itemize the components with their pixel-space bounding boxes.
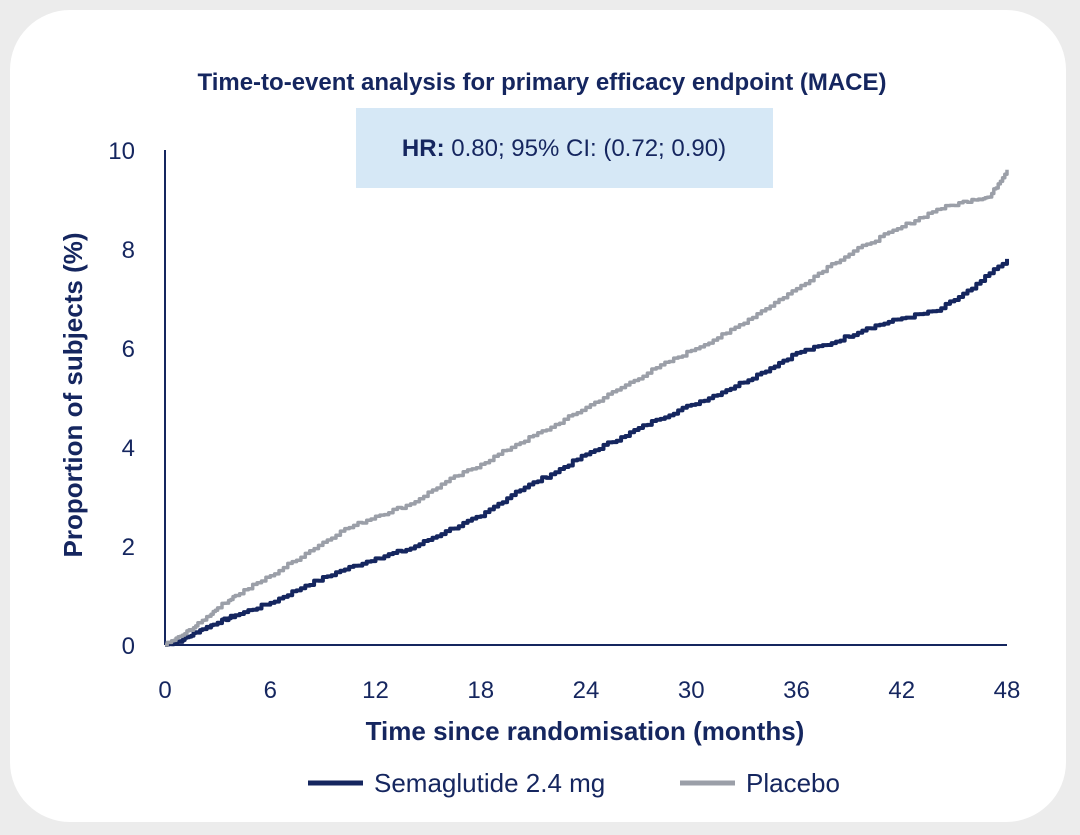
x-tick-label: 12 <box>362 677 389 704</box>
legend: Semaglutide 2.4 mg Placebo <box>308 768 840 798</box>
hr-annotation: HR: 0.80; 95% CI: (0.72; 0.90) <box>402 135 726 162</box>
x-tick-label: 30 <box>678 677 705 704</box>
y-tick-label: 10 <box>108 138 135 165</box>
x-tick-label: 42 <box>888 677 915 704</box>
x-tick-label: 24 <box>573 677 600 704</box>
legend-label-semaglutide: Semaglutide 2.4 mg <box>374 768 605 798</box>
y-tick-label: 4 <box>122 435 135 462</box>
y-tick-label: 0 <box>122 633 135 660</box>
series-layer <box>165 169 1009 647</box>
hr-label: HR: <box>402 135 445 162</box>
hr-value: 0.80; 95% CI: (0.72; 0.90) <box>445 135 727 162</box>
chart-card: Time-to-event analysis for primary effic… <box>10 10 1066 822</box>
x-tick-label: 48 <box>994 677 1021 704</box>
x-tick-label: 18 <box>467 677 494 704</box>
y-tick-label: 2 <box>122 534 135 561</box>
axes <box>164 150 1007 646</box>
series-line-semaglutide <box>165 258 1009 647</box>
y-axis-title: Proportion of subjects (%) <box>58 233 88 558</box>
chart-svg: Time-to-event analysis for primary effic… <box>58 69 1020 798</box>
x-tick-label: 0 <box>158 677 171 704</box>
y-tick-label: 8 <box>122 237 135 264</box>
hr-annotation-box <box>356 108 773 188</box>
x-tick-label: 6 <box>264 677 277 704</box>
x-axis-title: Time since randomisation (months) <box>366 716 805 746</box>
x-tick-label: 36 <box>783 677 810 704</box>
series-line-placebo <box>165 169 1009 647</box>
legend-label-placebo: Placebo <box>746 768 840 798</box>
y-tick-label: 6 <box>122 336 135 363</box>
chart-title: Time-to-event analysis for primary effic… <box>197 69 886 96</box>
